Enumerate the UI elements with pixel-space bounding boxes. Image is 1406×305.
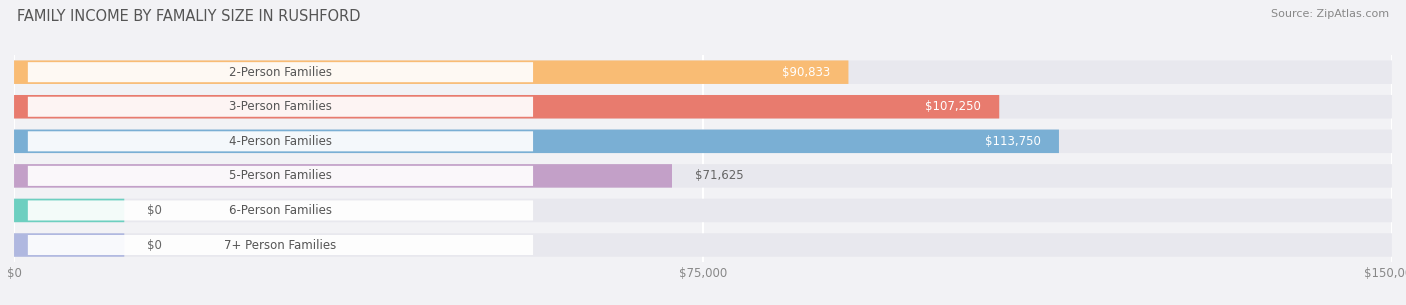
Text: $0: $0 xyxy=(148,204,162,217)
Text: 6-Person Families: 6-Person Families xyxy=(229,204,332,217)
Text: FAMILY INCOME BY FAMALIY SIZE IN RUSHFORD: FAMILY INCOME BY FAMALIY SIZE IN RUSHFOR… xyxy=(17,9,360,24)
FancyBboxPatch shape xyxy=(14,95,1000,119)
Text: 2-Person Families: 2-Person Families xyxy=(229,66,332,79)
Text: Source: ZipAtlas.com: Source: ZipAtlas.com xyxy=(1271,9,1389,19)
Text: $113,750: $113,750 xyxy=(984,135,1040,148)
Text: $90,833: $90,833 xyxy=(782,66,830,79)
FancyBboxPatch shape xyxy=(14,233,1392,257)
Text: 3-Person Families: 3-Person Families xyxy=(229,100,332,113)
Text: 4-Person Families: 4-Person Families xyxy=(229,135,332,148)
FancyBboxPatch shape xyxy=(14,233,124,257)
FancyBboxPatch shape xyxy=(28,97,533,117)
FancyBboxPatch shape xyxy=(14,199,124,222)
FancyBboxPatch shape xyxy=(28,62,533,82)
FancyBboxPatch shape xyxy=(14,164,672,188)
FancyBboxPatch shape xyxy=(14,130,1392,153)
Text: $107,250: $107,250 xyxy=(925,100,981,113)
FancyBboxPatch shape xyxy=(14,164,1392,188)
FancyBboxPatch shape xyxy=(14,130,1059,153)
Text: $0: $0 xyxy=(148,239,162,252)
Text: $71,625: $71,625 xyxy=(695,169,744,182)
FancyBboxPatch shape xyxy=(28,166,533,186)
FancyBboxPatch shape xyxy=(28,200,533,221)
FancyBboxPatch shape xyxy=(28,131,533,151)
FancyBboxPatch shape xyxy=(28,235,533,255)
FancyBboxPatch shape xyxy=(14,60,1392,84)
FancyBboxPatch shape xyxy=(14,60,848,84)
FancyBboxPatch shape xyxy=(14,199,1392,222)
Text: 7+ Person Families: 7+ Person Families xyxy=(225,239,336,252)
FancyBboxPatch shape xyxy=(14,95,1392,119)
Text: 5-Person Families: 5-Person Families xyxy=(229,169,332,182)
